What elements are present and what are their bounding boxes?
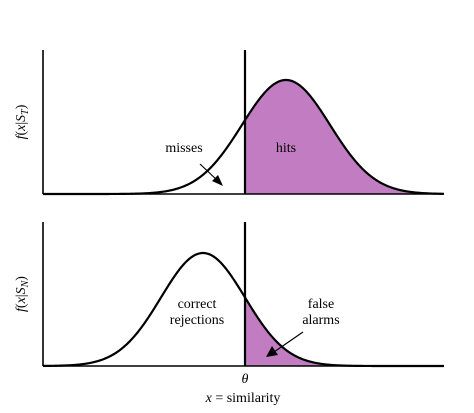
top-panel: hits misses f(x|ST)	[14, 50, 445, 196]
threshold-theta-label: θ	[242, 372, 249, 387]
correct-rejections-label-line2: rejections	[170, 313, 224, 328]
misses-arrow	[199, 163, 223, 186]
x-axis-label: x = similarity	[205, 391, 281, 406]
top-y-axis-label: f(x|ST)	[14, 104, 31, 139]
svg-text:f(x|ST): f(x|ST)	[14, 104, 31, 139]
bottom-y-axis-label: f(x|SN)	[14, 276, 31, 312]
false-alarms-shaded-region	[245, 297, 444, 366]
bottom-panel: correct rejections false alarms f(x|SN)	[14, 222, 444, 368]
false-alarms-arrow	[266, 331, 304, 357]
svg-text:f(x|SN): f(x|SN)	[14, 276, 31, 312]
false-alarms-label-line2: alarms	[302, 313, 339, 328]
correct-rejections-label-line1: correct	[178, 297, 217, 312]
hits-label: hits	[276, 141, 296, 156]
false-alarms-label-line1: false	[308, 297, 334, 312]
signal-distribution-curve	[43, 78, 445, 196]
noise-distribution-curve	[42, 251, 444, 368]
misses-label: misses	[165, 141, 202, 156]
hits-shaded-region	[245, 80, 444, 194]
